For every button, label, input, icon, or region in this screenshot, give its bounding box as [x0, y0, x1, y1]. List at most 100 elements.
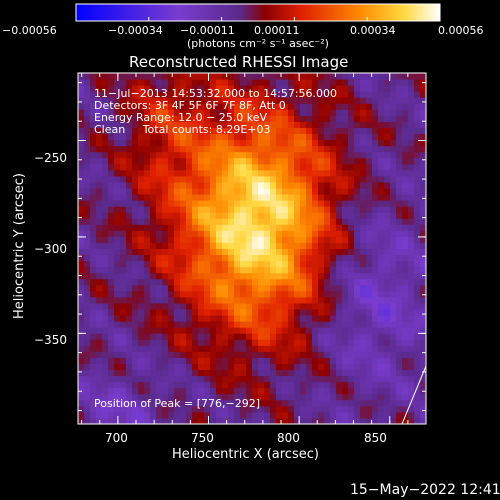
colorbar-tick-label-4: 0.00034	[350, 24, 396, 37]
heatmap-cell	[306, 417, 313, 424]
heatmap-cell	[282, 393, 289, 401]
heatmap-cell	[126, 393, 133, 401]
heatmap-cell	[96, 399, 103, 407]
heatmap-cell	[372, 236, 379, 243]
heatmap-cell	[390, 127, 397, 135]
heatmap-cell	[420, 357, 426, 364]
heatmap-cell	[330, 224, 337, 231]
heatmap-cell	[420, 236, 426, 243]
heatmap-cell	[336, 127, 343, 135]
heatmap-cell	[276, 369, 283, 377]
heatmap-cell	[342, 242, 349, 249]
heatmap-cell	[222, 127, 229, 135]
heatmap-cell	[216, 266, 223, 274]
heatmap-cell	[420, 145, 426, 153]
heatmap-cell	[300, 327, 307, 334]
heatmap-cell	[174, 375, 181, 383]
heatmap-cell	[216, 302, 223, 310]
heatmap-cell	[402, 296, 409, 304]
heatmap-cell	[396, 309, 403, 316]
heatmap-cell	[180, 169, 187, 177]
heatmap-cell	[276, 327, 283, 334]
heatmap-cell	[198, 121, 205, 128]
heatmap-cell	[114, 339, 121, 346]
heatmap-cell	[300, 345, 307, 352]
heatmap-cell	[132, 175, 139, 183]
heatmap-cell	[120, 200, 127, 207]
heatmap-cell	[366, 79, 373, 86]
heatmap-cell	[216, 278, 223, 286]
heatmap-cell	[378, 417, 385, 424]
heatmap-cell	[138, 411, 145, 419]
heatmap-cell	[162, 278, 169, 286]
heatmap-cell	[144, 381, 151, 389]
heatmap-cell	[276, 109, 283, 116]
heatmap-cell	[294, 127, 301, 135]
heatmap-cell	[414, 121, 421, 128]
heatmap-cell	[180, 133, 187, 141]
heatmap-cell	[240, 284, 247, 292]
heatmap-cell	[120, 230, 127, 237]
heatmap-cell	[414, 351, 421, 358]
heatmap-cell	[222, 321, 229, 328]
heatmap-cell	[114, 73, 121, 80]
heatmap-cell	[402, 363, 409, 371]
heatmap-cell	[240, 206, 247, 213]
heatmap-cell	[282, 73, 289, 80]
heatmap-cell	[78, 363, 85, 371]
heatmap-cell	[330, 133, 337, 141]
heatmap-cell	[414, 417, 421, 424]
heatmap-cell	[168, 357, 175, 364]
heatmap-cell	[126, 163, 133, 171]
heatmap-cell	[414, 405, 421, 413]
heatmap-cell	[174, 97, 181, 104]
heatmap-cell	[240, 200, 247, 207]
heatmap-cell	[408, 417, 415, 424]
heatmap-cell	[210, 369, 217, 377]
heatmap-cell	[126, 175, 133, 183]
heatmap-cell	[330, 169, 337, 177]
heatmap-cell	[282, 175, 289, 183]
heatmap-cell	[276, 175, 283, 183]
heatmap-cell	[102, 85, 109, 92]
heatmap-cell	[402, 139, 409, 147]
heatmap-cell	[186, 236, 193, 243]
heatmap-cell	[378, 327, 385, 334]
heatmap-cell	[90, 363, 97, 371]
heatmap-cell	[216, 351, 223, 358]
heatmap-cell	[228, 405, 235, 413]
heatmap-cell	[318, 127, 325, 135]
heatmap-cell	[384, 381, 391, 389]
heatmap-cell	[408, 260, 415, 268]
heatmap-cell	[186, 369, 193, 377]
heatmap-cell	[396, 339, 403, 346]
heatmap-cell	[390, 145, 397, 153]
heatmap-cell	[306, 369, 313, 377]
heatmap-cell	[168, 411, 175, 419]
heatmap-cell	[264, 339, 271, 346]
heatmap-cell	[402, 387, 409, 395]
heatmap-cell	[288, 405, 295, 413]
heatmap-cell	[300, 369, 307, 377]
heatmap-cell	[204, 157, 211, 165]
heatmap-cell	[252, 290, 259, 298]
heatmap-cell	[270, 187, 277, 195]
heatmap-cell	[174, 315, 181, 322]
heatmap-cell	[342, 278, 349, 286]
heatmap-cell	[306, 79, 313, 86]
heatmap-cell	[282, 236, 289, 243]
heatmap-cell	[204, 290, 211, 298]
heatmap-cell	[126, 115, 133, 122]
heatmap-cell	[330, 260, 337, 268]
heatmap-cell	[174, 79, 181, 86]
heatmap-cell	[330, 121, 337, 128]
heatmap-cell	[294, 175, 301, 183]
heatmap-cell	[228, 187, 235, 195]
heatmap-cell	[270, 139, 277, 147]
heatmap-cell	[264, 163, 271, 171]
heatmap-cell	[408, 327, 415, 334]
heatmap-cell	[186, 151, 193, 159]
heatmap-cell	[354, 206, 361, 213]
heatmap-cell	[300, 169, 307, 177]
heatmap-cell	[378, 127, 385, 135]
